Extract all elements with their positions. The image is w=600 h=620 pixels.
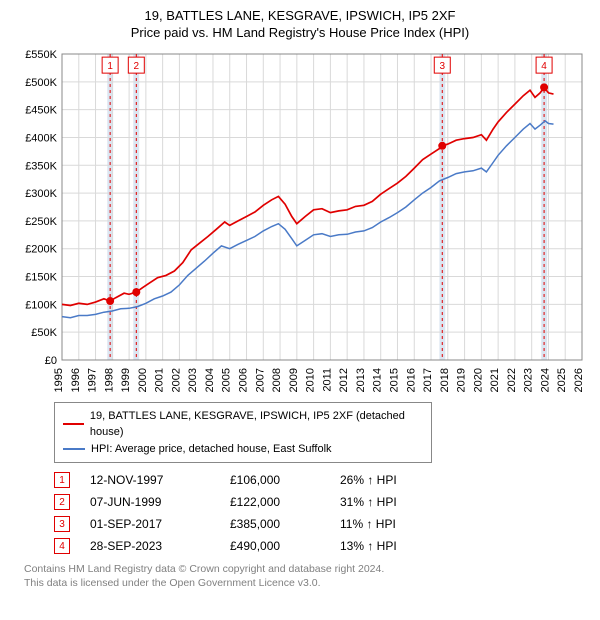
legend-swatch-2 [63, 448, 85, 450]
svg-text:1: 1 [107, 61, 113, 72]
svg-text:1996: 1996 [70, 368, 82, 392]
svg-text:2010: 2010 [305, 368, 317, 392]
svg-text:£450K: £450K [25, 104, 57, 116]
svg-text:2008: 2008 [271, 368, 283, 392]
footer-line-2: This data is licensed under the Open Gov… [24, 577, 588, 591]
svg-text:1995: 1995 [53, 368, 65, 392]
transaction-date: 01-SEP-2017 [90, 517, 230, 531]
legend-item-2: HPI: Average price, detached house, East… [63, 441, 423, 458]
svg-text:2002: 2002 [170, 368, 182, 392]
transaction-marker: 2 [54, 494, 70, 510]
chart-subtitle: Price paid vs. HM Land Registry's House … [12, 25, 588, 42]
transaction-pct: 13% ↑ HPI [340, 539, 397, 553]
transaction-marker: 1 [54, 472, 70, 488]
svg-text:2003: 2003 [187, 368, 199, 392]
transaction-marker: 3 [54, 516, 70, 532]
transaction-row: 4 28-SEP-2023£490,00013% ↑ HPI [54, 535, 588, 557]
svg-text:2012: 2012 [338, 368, 350, 392]
transaction-price: £122,000 [230, 495, 340, 509]
svg-text:2020: 2020 [472, 368, 484, 392]
svg-text:2017: 2017 [422, 368, 434, 392]
svg-text:£150K: £150K [25, 271, 57, 283]
transaction-price: £106,000 [230, 473, 340, 487]
legend: 19, BATTLES LANE, KESGRAVE, IPSWICH, IP5… [54, 402, 432, 464]
svg-text:2019: 2019 [456, 368, 468, 392]
legend-label-1: 19, BATTLES LANE, KESGRAVE, IPSWICH, IP5… [90, 408, 423, 441]
svg-text:2005: 2005 [221, 368, 233, 392]
footer-line-1: Contains HM Land Registry data © Crown c… [24, 563, 588, 577]
svg-text:2009: 2009 [288, 368, 300, 392]
svg-text:2016: 2016 [405, 368, 417, 392]
svg-text:£550K: £550K [25, 49, 57, 61]
svg-text:2000: 2000 [137, 368, 149, 392]
svg-text:£300K: £300K [25, 188, 57, 200]
footer-attribution: Contains HM Land Registry data © Crown c… [24, 563, 588, 590]
legend-label-2: HPI: Average price, detached house, East… [91, 441, 332, 458]
transaction-pct: 11% ↑ HPI [340, 517, 396, 531]
svg-text:2004: 2004 [204, 368, 216, 392]
svg-text:4: 4 [541, 61, 547, 72]
transaction-row: 2 07-JUN-1999£122,00031% ↑ HPI [54, 491, 588, 513]
svg-text:2013: 2013 [355, 368, 367, 392]
svg-text:1997: 1997 [87, 368, 99, 392]
svg-text:2018: 2018 [439, 368, 451, 392]
transaction-date: 12-NOV-1997 [90, 473, 230, 487]
transaction-marker: 4 [54, 538, 70, 554]
transaction-pct: 26% ↑ HPI [340, 473, 397, 487]
transaction-table: 1 12-NOV-1997£106,00026% ↑ HPI 2 07-JUN-199… [54, 469, 588, 557]
transaction-date: 07-JUN-1999 [90, 495, 230, 509]
svg-text:1999: 1999 [120, 368, 132, 392]
svg-text:2: 2 [134, 61, 140, 72]
svg-text:2007: 2007 [254, 368, 266, 392]
svg-text:2021: 2021 [489, 368, 501, 392]
svg-text:2022: 2022 [506, 368, 518, 392]
chart-area: £0 £50K £100K £150K £200K £250K £300K £350K £400… [12, 48, 588, 398]
transaction-row: 1 12-NOV-1997£106,00026% ↑ HPI [54, 469, 588, 491]
svg-text:£350K: £350K [25, 160, 57, 172]
svg-text:2011: 2011 [321, 368, 333, 392]
legend-swatch-1 [63, 423, 84, 425]
svg-text:£50K: £50K [31, 327, 57, 339]
svg-text:£500K: £500K [25, 77, 57, 89]
svg-text:2026: 2026 [573, 368, 585, 392]
transaction-pct: 31% ↑ HPI [340, 495, 397, 509]
line-chart-svg: £0 £50K £100K £150K £200K £250K £300K £350K £400… [12, 48, 588, 398]
transaction-price: £385,000 [230, 517, 340, 531]
legend-item-1: 19, BATTLES LANE, KESGRAVE, IPSWICH, IP5… [63, 408, 423, 441]
svg-text:2024: 2024 [539, 368, 551, 392]
transaction-row: 3 01-SEP-2017£385,00011% ↑ HPI [54, 513, 588, 535]
svg-text:2001: 2001 [154, 368, 166, 392]
svg-text:£200K: £200K [25, 244, 57, 256]
svg-text:2025: 2025 [556, 368, 568, 392]
svg-text:1998: 1998 [103, 368, 115, 392]
svg-text:3: 3 [439, 61, 445, 72]
svg-text:2023: 2023 [523, 368, 535, 392]
transaction-date: 28-SEP-2023 [90, 539, 230, 553]
transaction-price: £490,000 [230, 539, 340, 553]
svg-text:£250K: £250K [25, 216, 57, 228]
svg-text:2006: 2006 [238, 368, 250, 392]
svg-text:2014: 2014 [372, 368, 384, 392]
svg-text:£100K: £100K [25, 299, 57, 311]
chart-title: 19, BATTLES LANE, KESGRAVE, IPSWICH, IP5… [12, 8, 588, 25]
svg-text:2015: 2015 [388, 368, 400, 392]
svg-text:£400K: £400K [25, 132, 57, 144]
svg-text:£0: £0 [45, 355, 57, 367]
